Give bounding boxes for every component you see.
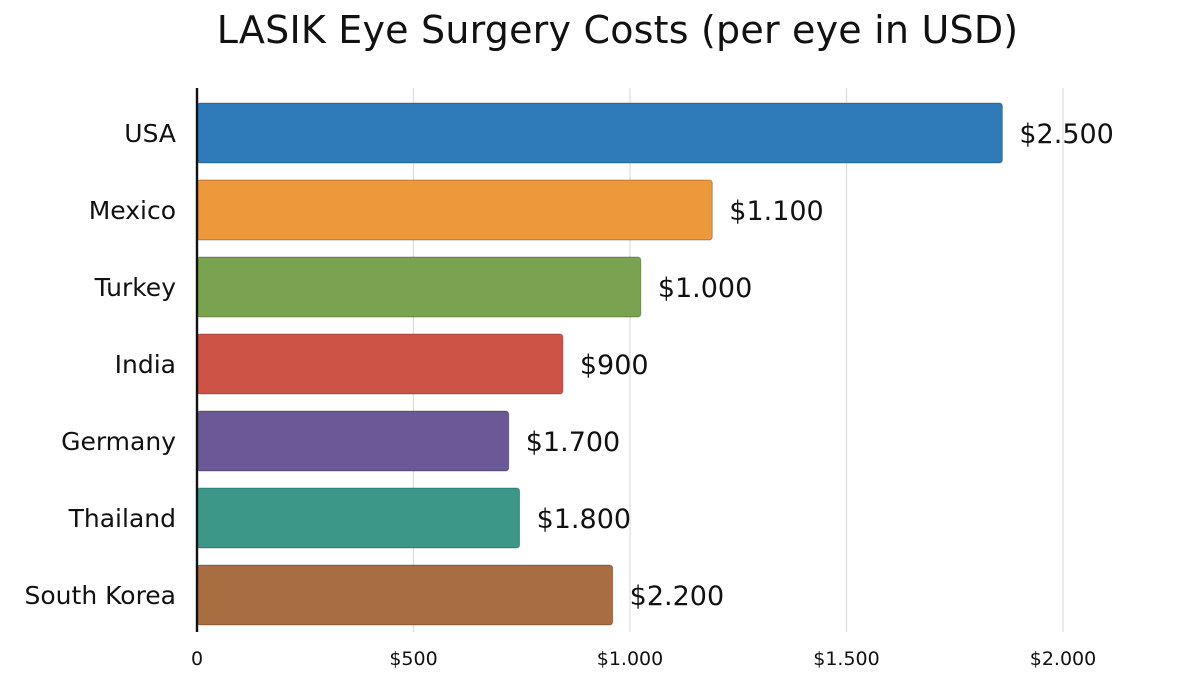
x-tick-label: $500 — [389, 648, 437, 670]
bar — [196, 102, 1003, 164]
category-label: USA — [124, 119, 176, 148]
category-label: Thailand — [68, 504, 176, 533]
bar — [196, 179, 713, 241]
data-label: $1.100 — [729, 196, 823, 227]
category-label: Germany — [61, 427, 176, 456]
data-label: $1.700 — [526, 427, 620, 458]
chart-title: LASIK Eye Surgery Costs (per eye in USD) — [216, 8, 1019, 52]
bar — [196, 256, 642, 318]
bar — [196, 333, 564, 395]
category-label: Turkey — [94, 273, 177, 302]
category-label: South Korea — [25, 581, 176, 610]
data-label: $2.500 — [1019, 119, 1113, 150]
x-tick-label: 0 — [191, 648, 203, 670]
bar — [196, 564, 614, 626]
category-label: Mexico — [89, 196, 176, 225]
x-tick-label: $1.000 — [597, 648, 663, 670]
x-tick-label: $2.000 — [1030, 648, 1096, 670]
x-tick-label: $1.500 — [813, 648, 879, 670]
data-label: $900 — [580, 350, 649, 381]
data-label: $1.000 — [658, 273, 752, 304]
data-label: $2.200 — [630, 581, 724, 612]
category-label: India — [115, 350, 176, 379]
bar — [196, 410, 510, 472]
bar — [196, 487, 521, 549]
data-label: $1.800 — [537, 504, 631, 535]
